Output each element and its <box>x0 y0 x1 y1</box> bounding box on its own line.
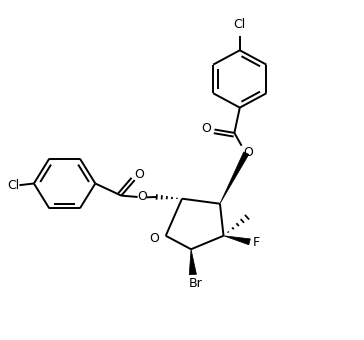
Text: Cl: Cl <box>7 179 19 192</box>
Text: O: O <box>134 168 144 181</box>
Text: Cl: Cl <box>234 18 246 31</box>
Text: F: F <box>253 236 260 249</box>
Polygon shape <box>220 152 249 204</box>
Text: O: O <box>202 122 211 135</box>
Text: O: O <box>149 232 159 245</box>
Polygon shape <box>223 236 250 245</box>
Text: Br: Br <box>189 277 203 290</box>
Text: O: O <box>137 190 147 203</box>
Polygon shape <box>189 249 197 275</box>
Text: O: O <box>243 146 253 159</box>
